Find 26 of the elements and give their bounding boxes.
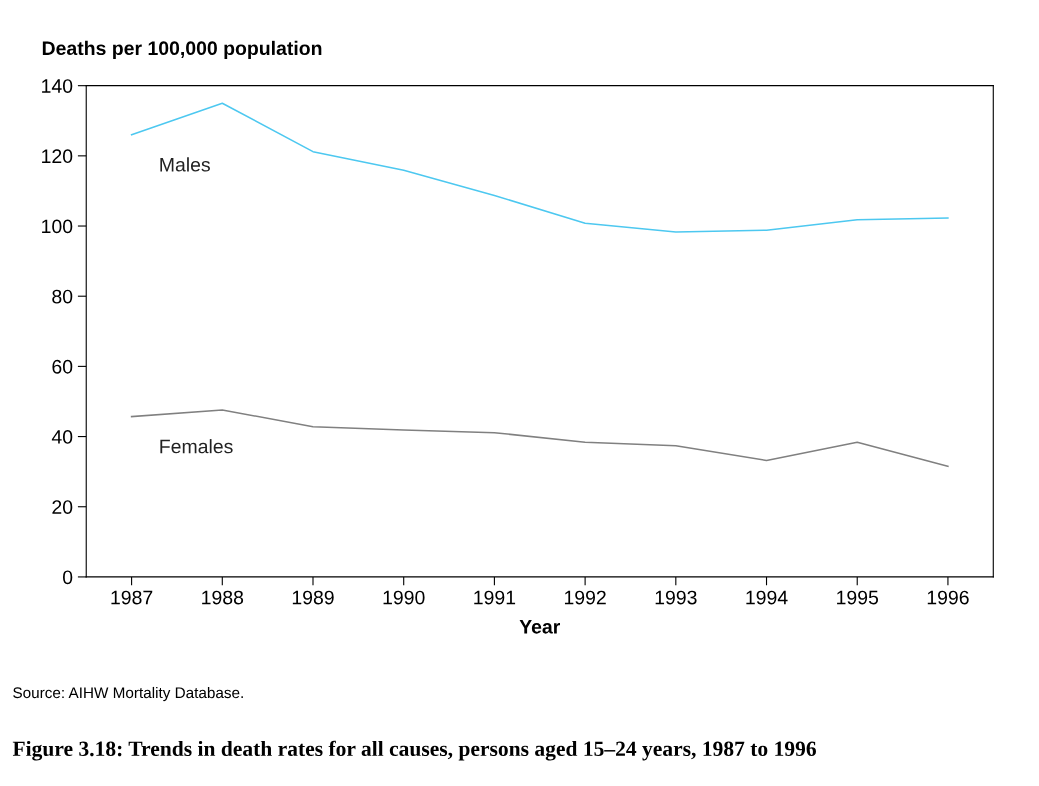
x-tick-label: 1991 bbox=[474, 590, 516, 605]
y-tick-label: 20 bbox=[52, 500, 73, 514]
y-tick-label: 40 bbox=[51, 430, 73, 444]
series-label: Males bbox=[160, 157, 210, 172]
x-tick-label: 1989 bbox=[292, 590, 334, 605]
source-note: Source: AIHW Mortality Database. bbox=[13, 686, 243, 702]
line-series bbox=[130, 409, 949, 468]
x-tick-label: 1996 bbox=[927, 590, 969, 605]
x-axis-title: Year bbox=[519, 620, 561, 634]
x-tick-label: 1993 bbox=[655, 590, 697, 605]
x-tick-label: 1994 bbox=[746, 590, 788, 605]
x-tick-label: 1988 bbox=[202, 590, 244, 605]
x-tick-label: 1995 bbox=[837, 590, 879, 605]
y-tick-label: 100 bbox=[42, 219, 73, 234]
line-series bbox=[130, 102, 949, 233]
y-tick-label: 60 bbox=[52, 359, 73, 374]
x-tick-label: 1987 bbox=[111, 590, 153, 605]
y-axis-title: Deaths per 100,000 population bbox=[42, 40, 322, 59]
y-tick-label: 80 bbox=[52, 289, 73, 304]
x-tick-label: 1992 bbox=[564, 590, 606, 605]
y-tick-label: 140 bbox=[42, 79, 73, 93]
y-tick-label: 0 bbox=[62, 570, 73, 585]
x-tick-label: 1990 bbox=[383, 590, 425, 605]
y-tick-label: 120 bbox=[42, 149, 73, 164]
text: Figure 3.18: Trends in death rates for all causes, persons aged 15–24 years, 1987 to 1996 bbox=[12, 740, 816, 761]
series-label: Females bbox=[160, 439, 233, 454]
